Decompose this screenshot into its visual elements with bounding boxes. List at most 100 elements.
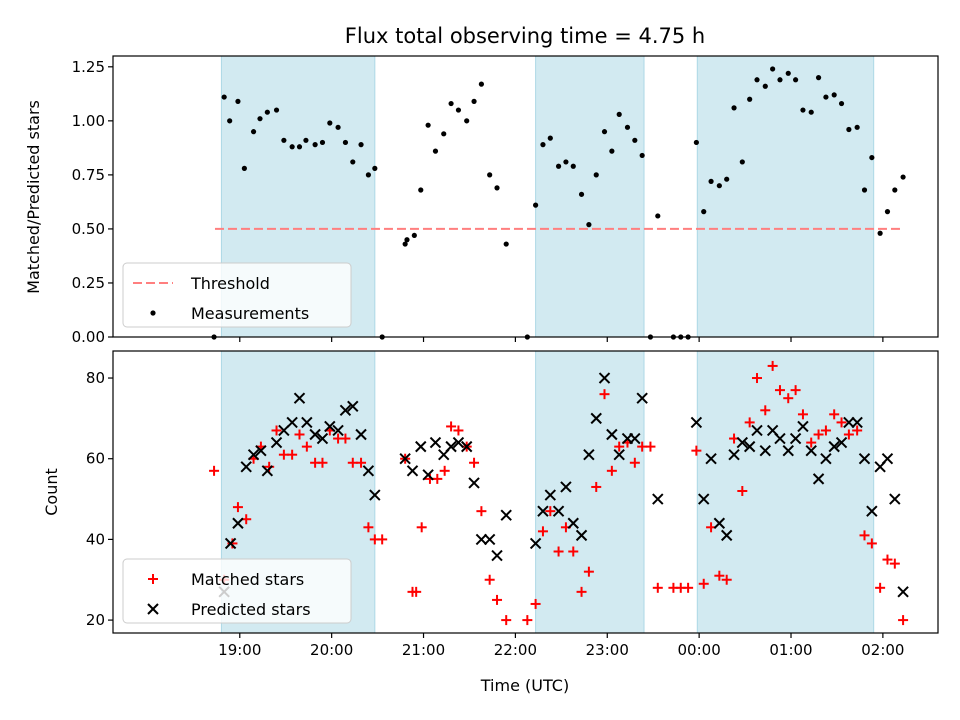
data-point	[494, 185, 500, 191]
data-point	[261, 465, 274, 477]
data-point	[429, 436, 442, 449]
data-point	[484, 574, 495, 585]
data-point	[452, 436, 465, 449]
legend-box	[122, 262, 352, 328]
ratio-y-axis-label: Matched/Predicted stars	[24, 100, 43, 294]
data-point	[332, 424, 344, 437]
data-point	[355, 428, 367, 441]
ratio-y-ticks: 0.00 0.25 0.50 0.75 1.00 1.25	[72, 58, 113, 346]
data-point	[774, 432, 786, 445]
data-point	[606, 428, 618, 441]
data-point	[232, 502, 243, 513]
data-point	[316, 432, 329, 445]
data-point	[586, 222, 592, 228]
data-point	[529, 537, 542, 550]
data-point	[575, 529, 588, 542]
data-point	[652, 493, 664, 505]
data-point	[402, 241, 408, 247]
data-point	[838, 100, 845, 107]
data-point	[829, 409, 840, 420]
data-point	[869, 154, 875, 161]
data-point	[416, 522, 427, 533]
legend-marker-swatch	[147, 603, 159, 615]
data-point	[793, 77, 799, 83]
legend-marker-swatch	[150, 310, 156, 316]
data-point	[884, 209, 891, 215]
x-axis-label: Time (UTC)	[480, 676, 569, 695]
data-point	[289, 144, 295, 150]
data-point	[708, 178, 714, 184]
data-point	[892, 187, 898, 193]
data-point	[453, 425, 464, 436]
data-point	[501, 615, 512, 626]
data-point	[731, 105, 737, 111]
y-tick-label: 1.25	[72, 58, 105, 76]
data-point	[404, 237, 410, 243]
data-point	[365, 172, 372, 178]
data-point	[698, 578, 709, 589]
x-tick-label: 02:00	[861, 641, 904, 659]
data-point	[751, 424, 763, 437]
data-point	[468, 477, 480, 489]
data-point	[471, 98, 477, 104]
data-point	[846, 126, 852, 133]
data-point	[852, 425, 863, 436]
data-point	[319, 139, 326, 146]
data-point	[593, 172, 599, 178]
data-point	[843, 416, 855, 429]
data-point	[805, 444, 817, 457]
data-point	[503, 241, 509, 247]
data-point	[363, 522, 374, 533]
data-point	[716, 183, 722, 189]
data-point	[783, 393, 794, 404]
data-point	[221, 94, 227, 100]
data-point	[808, 109, 814, 115]
data-point	[570, 163, 576, 169]
data-point	[422, 469, 434, 481]
data-point	[701, 209, 707, 215]
data-point	[743, 440, 756, 453]
data-point	[693, 139, 699, 146]
data-point	[455, 107, 462, 113]
data-point	[744, 417, 755, 428]
y-tick-label: 0.00	[72, 328, 105, 346]
data-point	[445, 440, 457, 453]
data-point	[752, 373, 763, 384]
data-point	[639, 152, 645, 159]
legend-entry-label: Measurements	[191, 304, 309, 323]
data-point	[691, 445, 702, 456]
data-point	[690, 416, 703, 429]
data-point	[737, 485, 748, 496]
data-point	[432, 473, 443, 484]
data-point	[767, 360, 778, 371]
data-point	[613, 448, 625, 461]
data-point	[629, 457, 640, 468]
data-point	[439, 465, 450, 476]
data-point	[296, 144, 303, 150]
data-point	[255, 444, 267, 457]
ratio-x-ticks	[239, 337, 884, 342]
data-point	[815, 75, 822, 81]
data-point	[500, 509, 512, 521]
data-point	[616, 111, 622, 117]
data-point	[441, 131, 447, 137]
data-point	[583, 566, 594, 577]
data-point	[854, 124, 860, 130]
data-point	[250, 129, 257, 135]
data-point	[599, 389, 610, 400]
data-point	[339, 404, 352, 417]
x-tick-label: 21:00	[402, 641, 445, 659]
data-point	[789, 432, 802, 445]
data-point	[705, 453, 717, 465]
data-point	[828, 440, 840, 453]
data-point	[476, 506, 487, 517]
data-point	[797, 409, 808, 420]
data-point	[770, 66, 776, 72]
y-tick-label: 0.50	[72, 220, 105, 238]
data-point	[882, 554, 893, 565]
data-point	[563, 159, 569, 165]
data-point	[247, 448, 260, 461]
y-tick-label: 40	[86, 530, 105, 548]
count-x-ticks: 19:00 20:00 21:00 22:00 23:00 00:00 01:00 02:00	[218, 633, 904, 659]
data-point	[347, 400, 359, 412]
